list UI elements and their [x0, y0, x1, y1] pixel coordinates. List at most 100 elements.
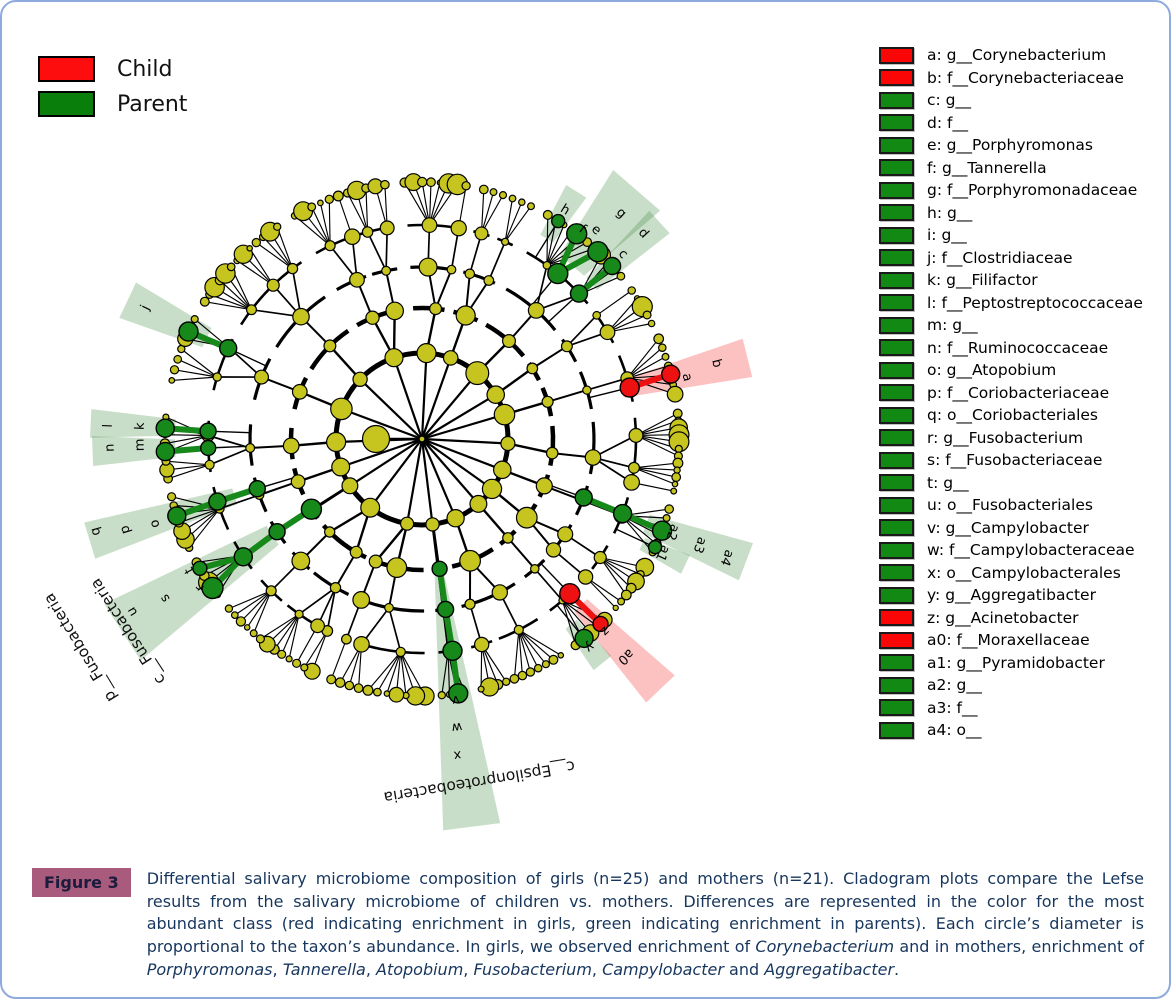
highlight-node-porphyromonadaceae	[547, 262, 569, 285]
legend-label-b: b: f__Corynebacteriaceae	[927, 68, 1124, 87]
legend-swatch-a1	[879, 654, 914, 672]
taxon-node	[417, 176, 428, 188]
taxon-node	[662, 513, 671, 522]
taxon-node	[545, 542, 562, 558]
taxon-node	[627, 286, 637, 295]
legend-label-y: y: g__Aggregatibacter	[927, 586, 1096, 605]
legend-swatch-q	[879, 406, 914, 424]
legend-label-e: e: g__Porphyromonas	[927, 136, 1094, 155]
branch-edge	[518, 629, 562, 656]
branch-edge	[633, 462, 678, 469]
legend-swatch-f	[879, 159, 914, 177]
taxon-node	[437, 691, 446, 700]
caption-segment: Atopobium	[376, 959, 464, 979]
branch-edge	[209, 447, 251, 466]
wedge-letter-a: a	[679, 372, 695, 383]
branch-edge	[488, 241, 506, 281]
taxon-node	[353, 635, 370, 653]
taxon-node	[455, 305, 476, 326]
taxon-node	[542, 260, 552, 270]
taxon-node	[557, 651, 565, 659]
taxon-node	[395, 646, 406, 658]
sibling-arc	[366, 600, 425, 613]
branch-edge	[365, 188, 369, 233]
taxon-node	[388, 686, 405, 703]
sibling-arc	[462, 270, 496, 285]
branch-edge	[281, 613, 300, 655]
legend-label-h: h: g__	[927, 203, 973, 222]
highlight-node-epsilonproteobacteria	[431, 560, 448, 577]
wedge-letter-a4: a4	[717, 547, 737, 568]
legend-swatch-a3	[879, 699, 914, 717]
highlight-node-fusobacteria	[192, 560, 208, 576]
branch-edge	[349, 438, 423, 487]
taxa-legend: a: g__Corynebacterium b: f__Corynebacteri…	[879, 44, 1143, 742]
branch-edge	[504, 205, 532, 243]
highlight-node-ruminococcaceae	[155, 441, 176, 462]
taxon-node	[674, 444, 683, 453]
caption-segment: Tannerella	[282, 959, 366, 979]
taxon-node	[525, 667, 536, 677]
taxon-node	[251, 237, 261, 248]
caption-segment: and in mothers, enrichment of	[894, 937, 1144, 957]
legend-item-s: s: f__Fusobacteriaceae	[879, 449, 1143, 472]
taxon-node	[235, 616, 247, 627]
taxon-node	[474, 636, 490, 653]
branch-edge	[421, 413, 505, 441]
legend-item-a3: a3: f__	[879, 697, 1143, 720]
branch-edge	[599, 556, 641, 575]
branch-edge	[319, 202, 331, 246]
taxon-node	[255, 634, 265, 644]
taxon-node	[464, 598, 476, 610]
branch-edge	[359, 378, 423, 440]
branch-edge	[273, 613, 300, 650]
taxon-node	[416, 343, 437, 364]
legend-item-h: h: g__	[879, 202, 1143, 225]
taxon-node	[542, 209, 553, 220]
taxon-node	[421, 217, 438, 234]
taxon-node	[245, 443, 256, 454]
wedge-letter-n: n	[103, 443, 118, 452]
taxon-node	[489, 188, 498, 197]
branch-edge	[561, 600, 577, 646]
taxon-node	[334, 677, 346, 688]
branch-edge	[596, 290, 633, 316]
highlight-node-porphyromonadaceae	[566, 223, 588, 245]
branch-edge	[334, 551, 358, 589]
wedge-letter-a1: a1	[652, 542, 673, 563]
legend-swatch-s	[879, 451, 914, 469]
highlight-node-epsilonproteobacteria	[436, 600, 455, 619]
branch-edge	[165, 460, 210, 466]
taxon-node	[324, 240, 336, 252]
branch-edge	[420, 357, 452, 440]
highlight-node-fusobacteria	[233, 547, 254, 567]
legend-swatch-t	[879, 474, 914, 492]
child-label: Child	[117, 56, 173, 82]
sibling-arc	[548, 425, 556, 467]
taxon-node	[349, 545, 363, 559]
highlight-node-j-clostridiaceae	[178, 321, 199, 342]
highlight-wedge-porphyromonadaceae	[559, 170, 661, 276]
legend-label-l: l: f__Peptostreptococcaceae	[927, 293, 1143, 312]
taxon-node	[169, 365, 180, 375]
legend-item-x: x: o__Campylobacterales	[879, 562, 1143, 585]
highlight-node-fusobacteria	[300, 498, 323, 520]
taxon-node	[442, 350, 459, 366]
taxon-node	[352, 591, 371, 609]
taxon-node	[541, 395, 554, 408]
highlight-node-peptostreptococcaceae	[155, 418, 175, 438]
highlight-node-moraxellaceae	[592, 615, 609, 633]
taxon-node	[326, 674, 337, 685]
wedge-letter-m: m	[133, 438, 148, 451]
wedge-letter-j: j	[138, 303, 154, 314]
caption-segment: Fusobacterium	[473, 959, 592, 979]
taxon-node	[593, 550, 607, 565]
branch-edge	[434, 269, 453, 310]
taxon-node	[273, 222, 282, 231]
legend-item-u: u: o__Fusobacteriales	[879, 494, 1143, 517]
branch-edge	[246, 590, 272, 628]
legend-label-t: t: g__	[927, 473, 969, 492]
taxon-node	[647, 319, 656, 328]
taxon-node	[664, 504, 674, 514]
branch-edge	[518, 629, 547, 665]
